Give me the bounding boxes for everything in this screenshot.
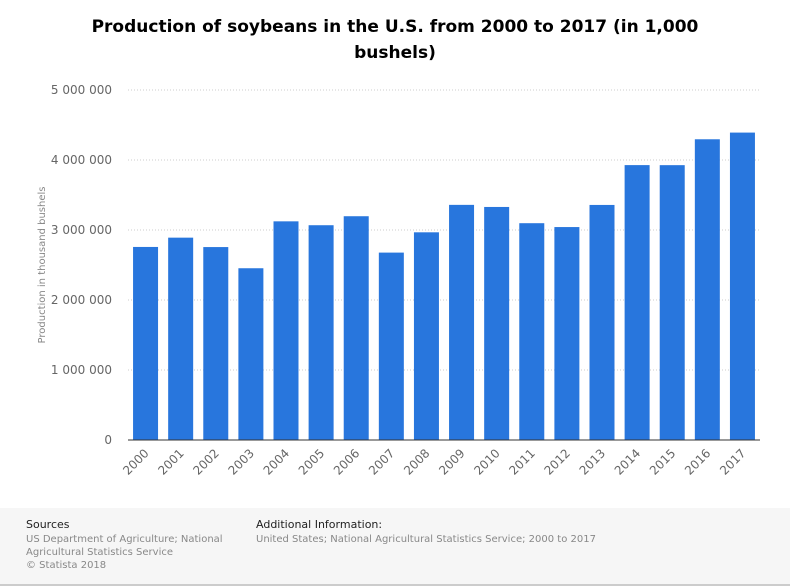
x-tick-label: 2001 [155, 446, 186, 477]
x-tick-label: 2009 [436, 446, 467, 477]
y-tick-label: 0 [104, 433, 112, 447]
bar [519, 223, 545, 440]
bar [308, 225, 334, 440]
x-tick-label: 2010 [471, 446, 502, 477]
bar [273, 221, 299, 440]
y-tick-label: 2 000 000 [51, 293, 112, 307]
y-axis-label: Production in thousand bushels [37, 187, 48, 344]
bar [554, 227, 580, 440]
chart-title: Production of soybeans in the U.S. from … [91, 17, 699, 63]
x-tick-label: 2014 [612, 446, 643, 477]
sources-line-2: Agricultural Statistics Service [26, 547, 173, 558]
x-tick-label: 2005 [296, 446, 327, 477]
x-tick-label: 2015 [647, 446, 678, 477]
bar [484, 206, 510, 440]
bar [694, 139, 720, 440]
y-tick-label: 5 000 000 [51, 83, 112, 97]
y-tick-label: 1 000 000 [51, 363, 112, 377]
bar [378, 252, 404, 440]
x-tick-label: 2008 [401, 446, 432, 477]
x-tick-label: 2011 [506, 446, 537, 477]
y-tick-label: 3 000 000 [51, 223, 112, 237]
bar [589, 204, 615, 440]
bar [203, 247, 229, 440]
bar [449, 204, 475, 440]
bar-chart: 0 1 000 000 2 000 000 3 000 000 4 000 000 5 0… [37, 83, 760, 478]
bar [624, 165, 650, 440]
sources-label: Sources [26, 518, 70, 531]
copyright: © Statista 2018 [26, 560, 107, 571]
x-tick-label: 2000 [120, 446, 151, 477]
x-tick-label: 2012 [542, 446, 573, 477]
x-tick-label: 2002 [190, 446, 221, 477]
footer: Sources US Department of Agriculture; Na… [0, 508, 790, 586]
y-tick-label: 4 000 000 [51, 153, 112, 167]
bar [413, 232, 439, 440]
additional-info-text: United States; National Agricultural Sta… [256, 534, 596, 545]
x-tick-label: 2003 [226, 446, 257, 477]
additional-info-label: Additional Information: [256, 518, 383, 531]
x-tick-label: 2016 [682, 446, 713, 477]
x-tick-label: 2004 [261, 446, 292, 477]
bar [659, 165, 685, 441]
x-tick-label: 2013 [577, 446, 608, 477]
bar [343, 216, 369, 440]
bar [133, 246, 159, 440]
x-tick-label: 2017 [717, 446, 748, 477]
bar [729, 132, 755, 440]
x-tick-label: 2007 [366, 446, 397, 477]
bar [168, 237, 194, 440]
bar [238, 268, 264, 440]
sources-line-1: US Department of Agriculture; National [26, 534, 223, 545]
x-tick-label: 2006 [331, 446, 362, 477]
